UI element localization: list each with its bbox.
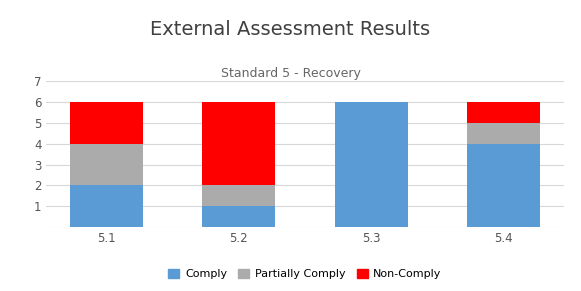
Bar: [202, 185, 275, 206]
Bar: [467, 102, 540, 123]
Bar: [202, 102, 275, 185]
Bar: [70, 102, 143, 144]
Bar: [70, 185, 143, 227]
Bar: [70, 144, 143, 185]
Text: External Assessment Results: External Assessment Results: [150, 20, 431, 39]
Bar: [467, 123, 540, 144]
Text: Standard 5 - Recovery: Standard 5 - Recovery: [221, 67, 360, 80]
Legend: Comply, Partially Comply, Non-Comply: Comply, Partially Comply, Non-Comply: [164, 265, 446, 284]
Bar: [467, 144, 540, 227]
Bar: [335, 102, 408, 227]
Bar: [202, 206, 275, 227]
